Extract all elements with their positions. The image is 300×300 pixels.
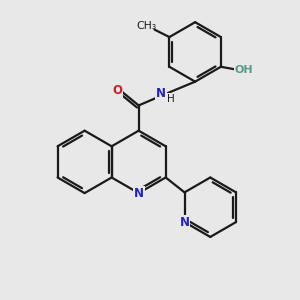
Text: N: N <box>134 187 144 200</box>
Text: N: N <box>179 216 190 229</box>
Text: N: N <box>156 87 166 100</box>
Text: H: H <box>167 94 175 104</box>
Text: O: O <box>112 84 122 97</box>
Text: CH₃: CH₃ <box>136 21 156 31</box>
Text: OH: OH <box>235 65 253 75</box>
